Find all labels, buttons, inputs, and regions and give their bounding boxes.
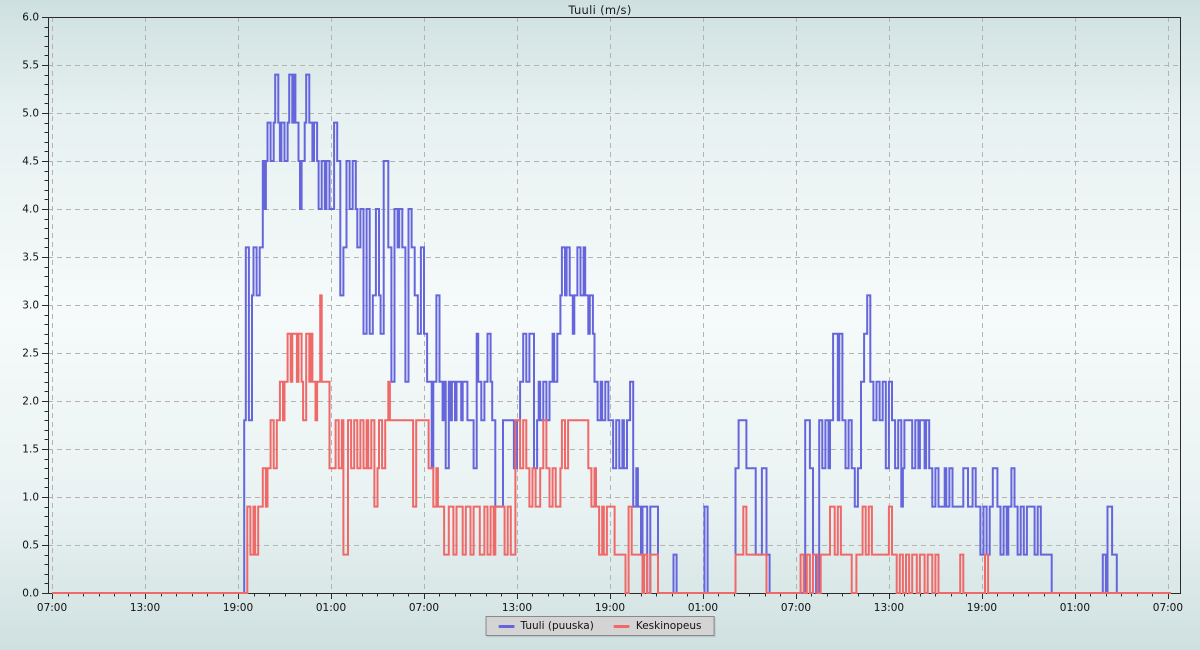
chart-legend: Tuuli (puuska) Keskinopeus bbox=[485, 616, 715, 636]
x-tick-label: 13:00 bbox=[130, 602, 160, 614]
y-tick-label: 2.0 bbox=[22, 396, 39, 408]
legend-line-swatch-average bbox=[613, 624, 630, 628]
x-tick-label: 07:00 bbox=[1153, 602, 1183, 614]
x-tick-label: 19:00 bbox=[223, 602, 253, 614]
y-tick-label: 5.5 bbox=[22, 60, 39, 72]
plot-frame bbox=[48, 17, 1181, 594]
y-tick-label: 5.0 bbox=[22, 108, 39, 120]
x-tick-label: 07:00 bbox=[409, 602, 439, 614]
y-tick-label: 0.5 bbox=[22, 540, 39, 552]
x-tick-label: 07:00 bbox=[37, 602, 67, 614]
series-line-gust bbox=[52, 73, 1171, 594]
x-tick-label: 19:00 bbox=[967, 602, 997, 614]
y-tick-label: 2.5 bbox=[22, 348, 39, 360]
x-tick-label: 01:00 bbox=[316, 602, 346, 614]
x-tick-label: 19:00 bbox=[595, 602, 625, 614]
chart-title: Tuuli (m/s) bbox=[568, 3, 632, 17]
y-tick-label: 3.5 bbox=[22, 252, 39, 264]
series-line-average bbox=[52, 294, 1171, 594]
y-tick-label: 4.0 bbox=[22, 204, 39, 216]
x-tick-label: 13:00 bbox=[874, 602, 904, 614]
legend-item-gust: Tuuli (puuska) bbox=[498, 620, 594, 632]
x-tick-label: 07:00 bbox=[781, 602, 811, 614]
y-tick-label: 1.0 bbox=[22, 492, 39, 504]
x-tick-label: 13:00 bbox=[502, 602, 532, 614]
y-tick-label: 3.0 bbox=[22, 300, 39, 312]
legend-label-average: Keskinopeus bbox=[635, 620, 702, 632]
legend-label-gust: Tuuli (puuska) bbox=[520, 620, 594, 632]
y-tick-label: 0.0 bbox=[22, 588, 39, 600]
x-tick-label: 01:00 bbox=[1060, 602, 1090, 614]
y-tick-label: 4.5 bbox=[22, 156, 39, 168]
y-tick-label: 6.0 bbox=[22, 12, 39, 24]
y-tick-label: 1.5 bbox=[22, 444, 39, 456]
x-tick-label: 01:00 bbox=[688, 602, 718, 614]
legend-line-swatch-gust bbox=[498, 624, 515, 628]
legend-item-average: Keskinopeus bbox=[613, 620, 702, 632]
